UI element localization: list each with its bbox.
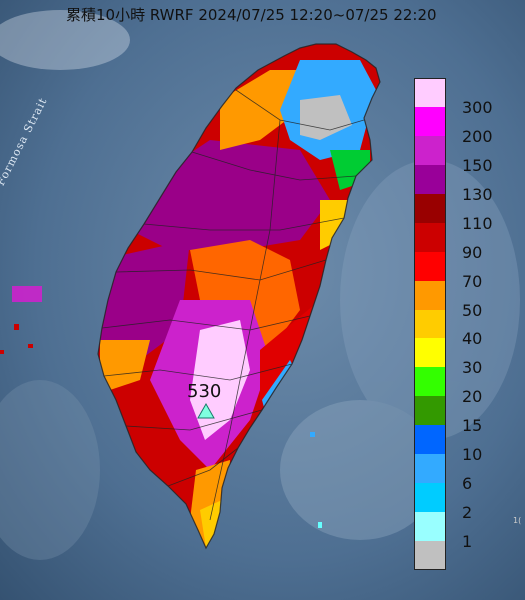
legend-swatch <box>415 512 445 542</box>
legend-label: 6 <box>462 474 473 494</box>
legend-label: 130 <box>462 184 493 204</box>
legend-label: 1 <box>462 532 473 552</box>
legend-swatch <box>415 280 445 311</box>
legend-label: 15 <box>462 416 483 436</box>
legend-label: 150 <box>462 155 493 175</box>
legend-label: 30 <box>462 358 483 378</box>
peak-value-label: 530 <box>187 381 222 402</box>
legend-swatch <box>415 338 445 368</box>
map-title: 累積10小時 RWRF 2024/07/25 12:20~07/25 22:20 <box>66 6 437 24</box>
legend-label: 300 <box>462 97 493 117</box>
offshore-echoes <box>0 286 322 528</box>
legend-label: 40 <box>462 329 483 349</box>
legend-label: 70 <box>462 271 483 291</box>
legend-label: 90 <box>462 242 483 262</box>
legend-label: 200 <box>462 126 493 146</box>
legend-swatch <box>415 251 445 282</box>
legend-swatch <box>415 193 445 224</box>
legend-swatch <box>415 164 445 195</box>
legend-swatch <box>415 454 445 484</box>
legend-swatch <box>415 135 445 166</box>
legend-label: 10 <box>462 445 483 465</box>
legend-label: 110 <box>462 213 493 233</box>
legend-label: 20 <box>462 387 483 407</box>
legend-swatch <box>415 78 445 108</box>
county-borders <box>97 43 381 550</box>
legend-label: 2 <box>462 503 473 523</box>
legend-label: 50 <box>462 300 483 320</box>
legend-swatch <box>415 367 445 397</box>
legend-swatch <box>415 309 445 339</box>
legend-swatch <box>415 425 445 455</box>
legend-frame <box>414 78 446 570</box>
rainfall-legend: 300 200 150 130 110 90 70 50 40 30 20 15 10 6 2 1 <box>412 78 522 571</box>
legend-swatch <box>415 483 445 513</box>
legend-swatch <box>415 396 445 426</box>
peak-triangle-icon <box>197 403 215 419</box>
corner-label: 1( <box>513 516 522 525</box>
legend-swatch <box>415 106 445 137</box>
legend-swatch <box>415 222 445 253</box>
legend-swatch <box>415 541 445 571</box>
